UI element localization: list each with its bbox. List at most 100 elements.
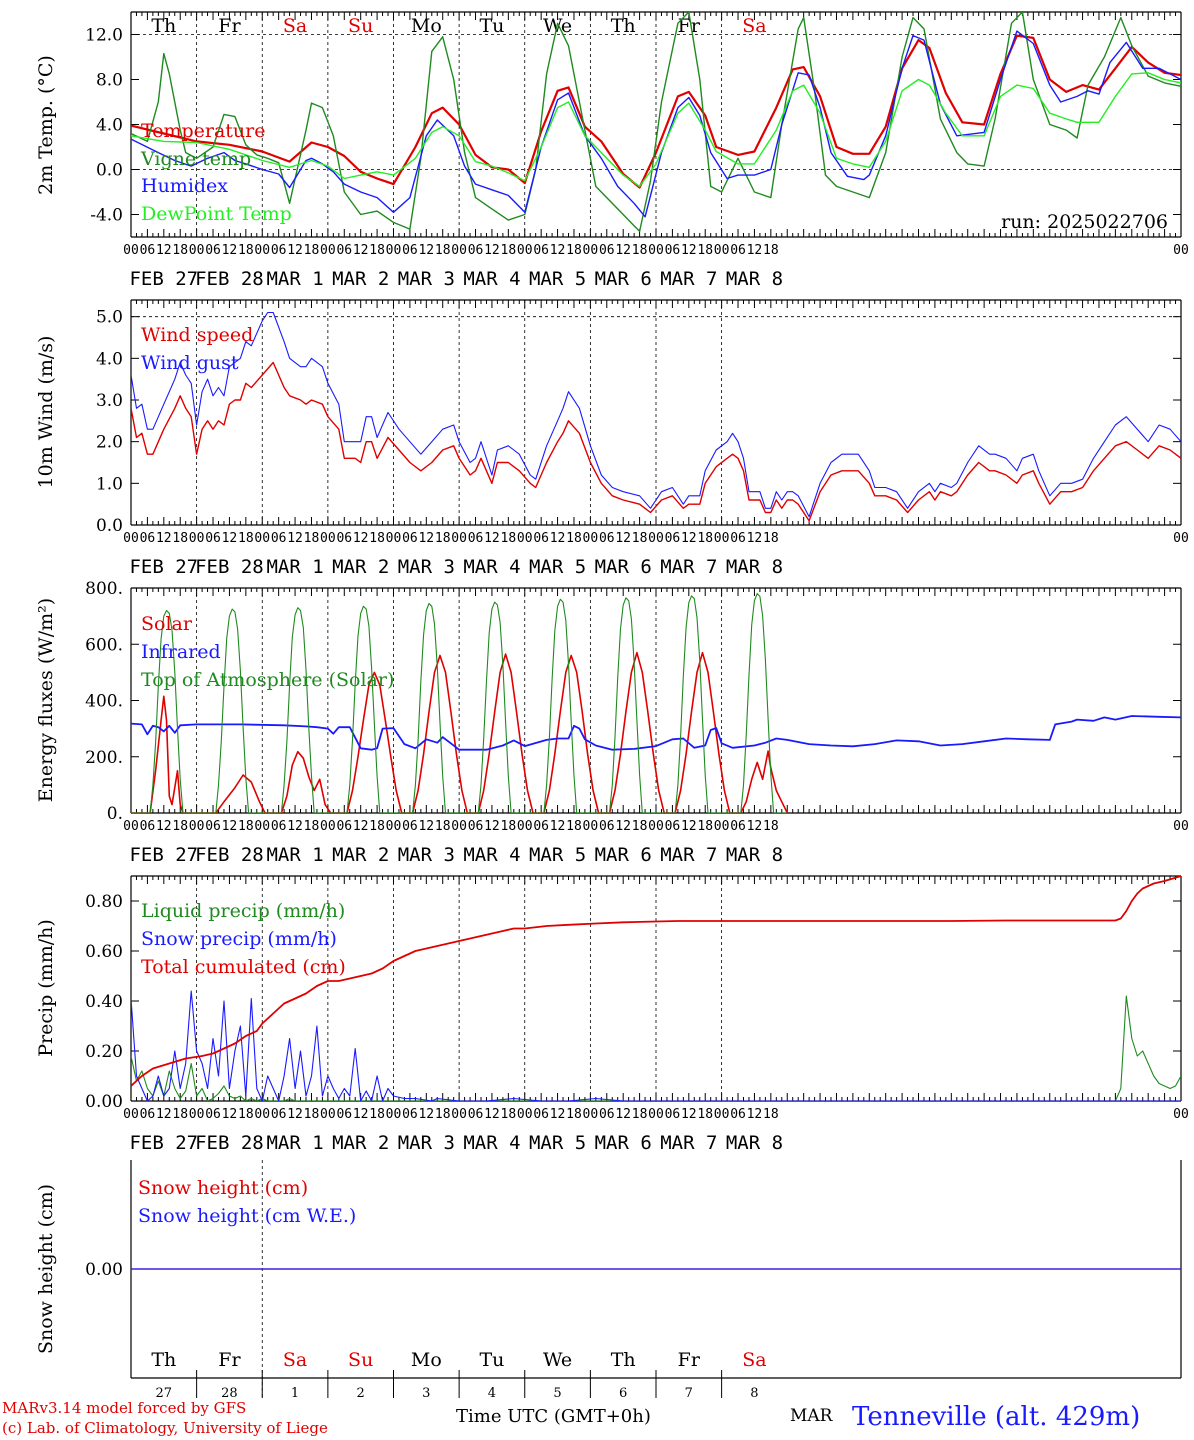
- hour-tick-label: 06: [205, 243, 221, 258]
- hour-tick-label: 00: [714, 531, 730, 546]
- y-tick-label: 0.80: [85, 892, 123, 912]
- hour-tick-label: 18: [763, 243, 779, 258]
- y-tick-label: 1.0: [96, 474, 123, 494]
- hour-tick-label: 06: [533, 1107, 549, 1122]
- hour-tick-label: 18: [697, 819, 713, 834]
- date-tick-label: MAR 2: [332, 844, 389, 866]
- weekday-label: Fr: [678, 15, 701, 37]
- hour-tick-label: 12: [484, 243, 500, 258]
- weekday-label: Fr: [678, 1349, 701, 1371]
- hour-tick-label: 18: [697, 243, 713, 258]
- day-number-label: 3: [422, 1386, 430, 1401]
- hour-tick-label: 12: [287, 1107, 303, 1122]
- hour-tick-label: 00: [648, 531, 664, 546]
- date-tick-label: MAR 1: [266, 556, 323, 578]
- run-annotation: run: 2025022706: [1001, 211, 1168, 233]
- hour-tick-label: 06: [402, 243, 418, 258]
- hour-tick-label: 12: [615, 819, 631, 834]
- date-tick-label: MAR 3: [398, 556, 455, 578]
- model-credit: MARv3.14 model forced by GFS (c) Lab. of…: [2, 1398, 328, 1438]
- hour-tick-label: 12: [222, 531, 238, 546]
- date-tick-label: MAR 3: [398, 268, 455, 290]
- date-tick-label: MAR 4: [463, 268, 520, 290]
- hour-tick-label: 12: [222, 243, 238, 258]
- hour-tick-label: 06: [468, 531, 484, 546]
- hour-tick-label: 06: [402, 531, 418, 546]
- hour-tick-label: 12: [287, 243, 303, 258]
- date-tick-label: MAR 1: [266, 844, 323, 866]
- hour-tick-label: 12: [484, 1107, 500, 1122]
- hour-tick-label: 12: [287, 819, 303, 834]
- hour-tick-label: 12: [747, 819, 763, 834]
- y-tick-label: 800.: [85, 579, 123, 599]
- y-tick-label: 8.0: [96, 71, 123, 91]
- date-tick-label: MAR 8: [726, 268, 783, 290]
- weekday-label: Sa: [283, 1349, 307, 1371]
- y-tick-label: 2.0: [96, 433, 123, 453]
- day-number-label: 1: [291, 1386, 299, 1401]
- y-tick-label: 0.00: [85, 1260, 123, 1280]
- hour-tick-label: 12: [681, 243, 697, 258]
- y-tick-label: 600.: [85, 635, 123, 655]
- hour-tick-label: 18: [501, 1107, 517, 1122]
- hour-tick-label: 06: [599, 1107, 615, 1122]
- hour-tick-label: 12: [550, 819, 566, 834]
- series-line: [131, 34, 1181, 189]
- hour-tick-label: 18: [304, 819, 320, 834]
- date-tick-label: MAR 5: [529, 268, 586, 290]
- hour-tick-label: 00: [1173, 531, 1189, 546]
- day-number-label: 6: [619, 1386, 627, 1401]
- time-axis-label: Time UTC (GMT+0h): [456, 1406, 651, 1427]
- date-tick-label: MAR 7: [660, 556, 717, 578]
- hour-tick-label: 00: [583, 531, 599, 546]
- hour-tick-label: 00: [517, 243, 533, 258]
- hour-tick-label: 00: [254, 531, 270, 546]
- hour-tick-label: 18: [435, 243, 451, 258]
- hour-tick-label: 06: [140, 531, 156, 546]
- date-tick-label: MAR 1: [266, 1132, 323, 1154]
- day-number-label: 4: [488, 1386, 496, 1401]
- date-tick-label: MAR 6: [595, 844, 652, 866]
- date-tick-label: MAR 7: [660, 844, 717, 866]
- legend-entry: Temperature: [141, 120, 265, 142]
- hour-tick-label: 06: [599, 531, 615, 546]
- date-tick-label: MAR 5: [529, 1132, 586, 1154]
- date-tick-label: FEB 27: [129, 268, 198, 290]
- y-tick-label: 0.0: [96, 161, 123, 181]
- hour-tick-label: 18: [172, 531, 188, 546]
- hour-tick-label: 18: [304, 1107, 320, 1122]
- hour-tick-label: 06: [730, 1107, 746, 1122]
- hour-tick-label: 00: [451, 1107, 467, 1122]
- hour-tick-label: 06: [468, 1107, 484, 1122]
- y-tick-label: 0.20: [85, 1042, 123, 1062]
- hour-tick-label: 00: [648, 243, 664, 258]
- hour-tick-label: 18: [238, 243, 254, 258]
- hour-tick-label: 00: [254, 819, 270, 834]
- hour-tick-label: 12: [418, 1107, 434, 1122]
- hour-tick-label: 12: [550, 243, 566, 258]
- hour-tick-label: 18: [238, 1107, 254, 1122]
- hour-tick-label: 18: [369, 243, 385, 258]
- hour-tick-label: 12: [353, 819, 369, 834]
- legend-entry: Solar: [141, 613, 193, 635]
- date-tick-label: MAR 3: [398, 844, 455, 866]
- date-tick-label: FEB 28: [195, 556, 264, 578]
- hour-tick-label: 06: [271, 819, 287, 834]
- weekday-label: Sa: [742, 15, 766, 37]
- hour-tick-label: 06: [665, 819, 681, 834]
- hour-tick-label: 12: [681, 531, 697, 546]
- hour-tick-label: 18: [763, 531, 779, 546]
- legend-entry: Vigne temp: [140, 148, 251, 170]
- y-tick-label: 0.40: [85, 992, 123, 1012]
- hour-tick-label: 00: [517, 1107, 533, 1122]
- date-tick-label: FEB 28: [195, 268, 264, 290]
- weekday-label: Sa: [742, 1349, 766, 1371]
- date-tick-label: FEB 28: [195, 844, 264, 866]
- legend-entry: Liquid precip (mm/h): [141, 900, 345, 922]
- hour-tick-label: 12: [747, 243, 763, 258]
- hour-tick-label: 00: [320, 819, 336, 834]
- hour-tick-label: 00: [583, 1107, 599, 1122]
- hour-tick-label: 00: [648, 1107, 664, 1122]
- legend-entry: Snow height (cm W.E.): [138, 1205, 356, 1227]
